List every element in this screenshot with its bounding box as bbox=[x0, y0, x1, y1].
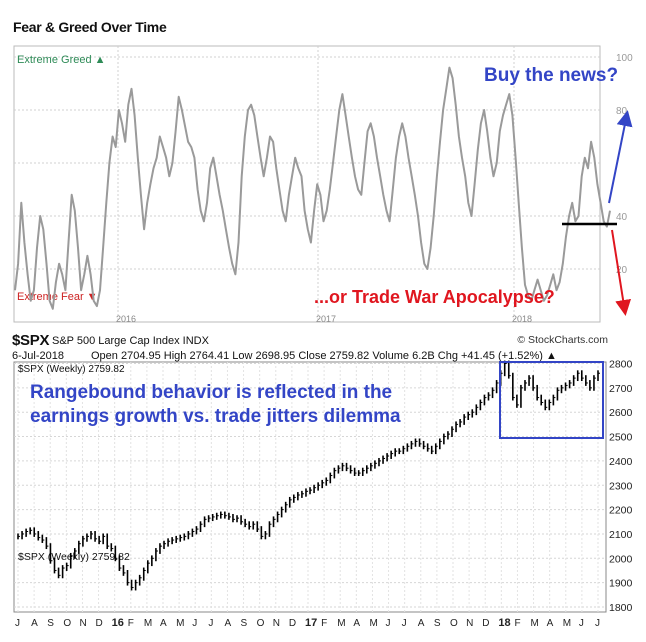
spx-x-tick: A bbox=[31, 618, 38, 629]
spx-y-tick: 2300 bbox=[609, 480, 633, 492]
spx-x-tick: F bbox=[321, 618, 327, 629]
spx-x-tick: J bbox=[15, 618, 20, 629]
spx-x-tick: J bbox=[402, 618, 407, 629]
spx-x-tick: J bbox=[386, 618, 391, 629]
spx-x-tick: M bbox=[176, 618, 184, 629]
spx-x-tick: F bbox=[514, 618, 520, 629]
page-title: Fear & Greed Over Time bbox=[13, 19, 167, 35]
spx-x-tick: A bbox=[160, 618, 167, 629]
extreme-fear-label: Extreme Fear ▼ bbox=[17, 291, 98, 303]
spx-y-tick: 1800 bbox=[609, 602, 633, 614]
bullish-arrow bbox=[608, 110, 633, 204]
spx-x-tick: D bbox=[289, 618, 296, 629]
spx-frame bbox=[13, 361, 607, 613]
spx-x-tick: 18 bbox=[498, 617, 510, 629]
spx-x-tick: M bbox=[369, 618, 377, 629]
fear-greed-y-tick: 40 bbox=[616, 212, 628, 223]
stockcharts-credit: © StockCharts.com bbox=[517, 334, 608, 346]
spx-x-tick: A bbox=[353, 618, 360, 629]
fear-greed-x-tick: 2018 bbox=[512, 314, 532, 324]
fear-greed-y-tick: 100 bbox=[616, 53, 633, 64]
spx-x-tick: M bbox=[531, 618, 539, 629]
spx-y-tick: 2400 bbox=[609, 456, 633, 468]
spx-x-tick: N bbox=[466, 618, 473, 629]
spx-x-tick: O bbox=[257, 618, 265, 629]
spx-x-tick: J bbox=[579, 618, 584, 629]
spx-x-tick: S bbox=[241, 618, 248, 629]
spx-x-tick: S bbox=[47, 618, 54, 629]
fear-greed-x-tick: 2016 bbox=[116, 314, 136, 324]
extreme-greed-label: Extreme Greed ▲ bbox=[17, 54, 106, 66]
spx-x-tick: J bbox=[595, 618, 600, 629]
spx-symbol: $SPX bbox=[12, 332, 50, 349]
spx-x-tick: M bbox=[337, 618, 345, 629]
spx-x-tick: O bbox=[63, 618, 71, 629]
rangebound-line-2: earnings growth vs. trade jitters dilemm… bbox=[30, 406, 401, 427]
trade-war-annotation: ...or Trade War Apocalypse? bbox=[314, 287, 555, 307]
spx-legend-top: $SPX (Weekly) 2759.82 bbox=[18, 364, 125, 375]
fear-greed-x-tick: 2017 bbox=[316, 314, 336, 324]
spx-x-tick: M bbox=[563, 618, 571, 629]
spx-x-tick: M bbox=[144, 618, 152, 629]
spx-x-tick: N bbox=[79, 618, 86, 629]
spx-y-tick: 1900 bbox=[609, 578, 633, 590]
spx-name: S&P 500 Large Cap Index INDX bbox=[52, 335, 209, 347]
spx-y-tick: 2800 bbox=[609, 359, 633, 371]
spx-y-tick: 2000 bbox=[609, 553, 633, 565]
spx-x-tick: A bbox=[224, 618, 231, 629]
bearish-arrow bbox=[611, 229, 632, 316]
rangebound-box bbox=[499, 361, 604, 439]
spx-y-tick: 2700 bbox=[609, 383, 633, 395]
buy-the-news-annotation: Buy the news? bbox=[484, 65, 619, 86]
spx-x-tick: S bbox=[434, 618, 441, 629]
rangebound-line-1: Rangebound behavior is reflected in the bbox=[30, 382, 393, 403]
spx-y-tick: 2600 bbox=[609, 407, 633, 419]
fear-greed-y-tick: 20 bbox=[616, 265, 628, 276]
spx-x-tick: A bbox=[418, 618, 425, 629]
fear-greed-series-line bbox=[14, 66, 611, 310]
spx-x-tick: 16 bbox=[112, 617, 124, 629]
spx-x-tick: D bbox=[482, 618, 489, 629]
spx-y-tick: 2200 bbox=[609, 505, 633, 517]
spx-x-tick: O bbox=[450, 618, 458, 629]
spx-y-tick: 2500 bbox=[609, 432, 633, 444]
spx-y-tick: 2100 bbox=[609, 529, 633, 541]
rangebound-annotation: Rangebound behavior is reflected in the … bbox=[30, 381, 401, 429]
spx-stats: Open 2704.95 High 2764.41 Low 2698.95 Cl… bbox=[91, 350, 557, 362]
spx-x-tick: J bbox=[208, 618, 213, 629]
spx-x-tick: 17 bbox=[305, 617, 317, 629]
spx-x-tick: J bbox=[192, 618, 197, 629]
fear-greed-frame bbox=[13, 45, 601, 323]
spx-x-tick: N bbox=[273, 618, 280, 629]
spx-x-tick: A bbox=[547, 618, 554, 629]
spx-date: 6-Jul-2018 bbox=[12, 350, 64, 362]
spx-x-tick: F bbox=[128, 618, 134, 629]
spx-x-tick: D bbox=[96, 618, 103, 629]
